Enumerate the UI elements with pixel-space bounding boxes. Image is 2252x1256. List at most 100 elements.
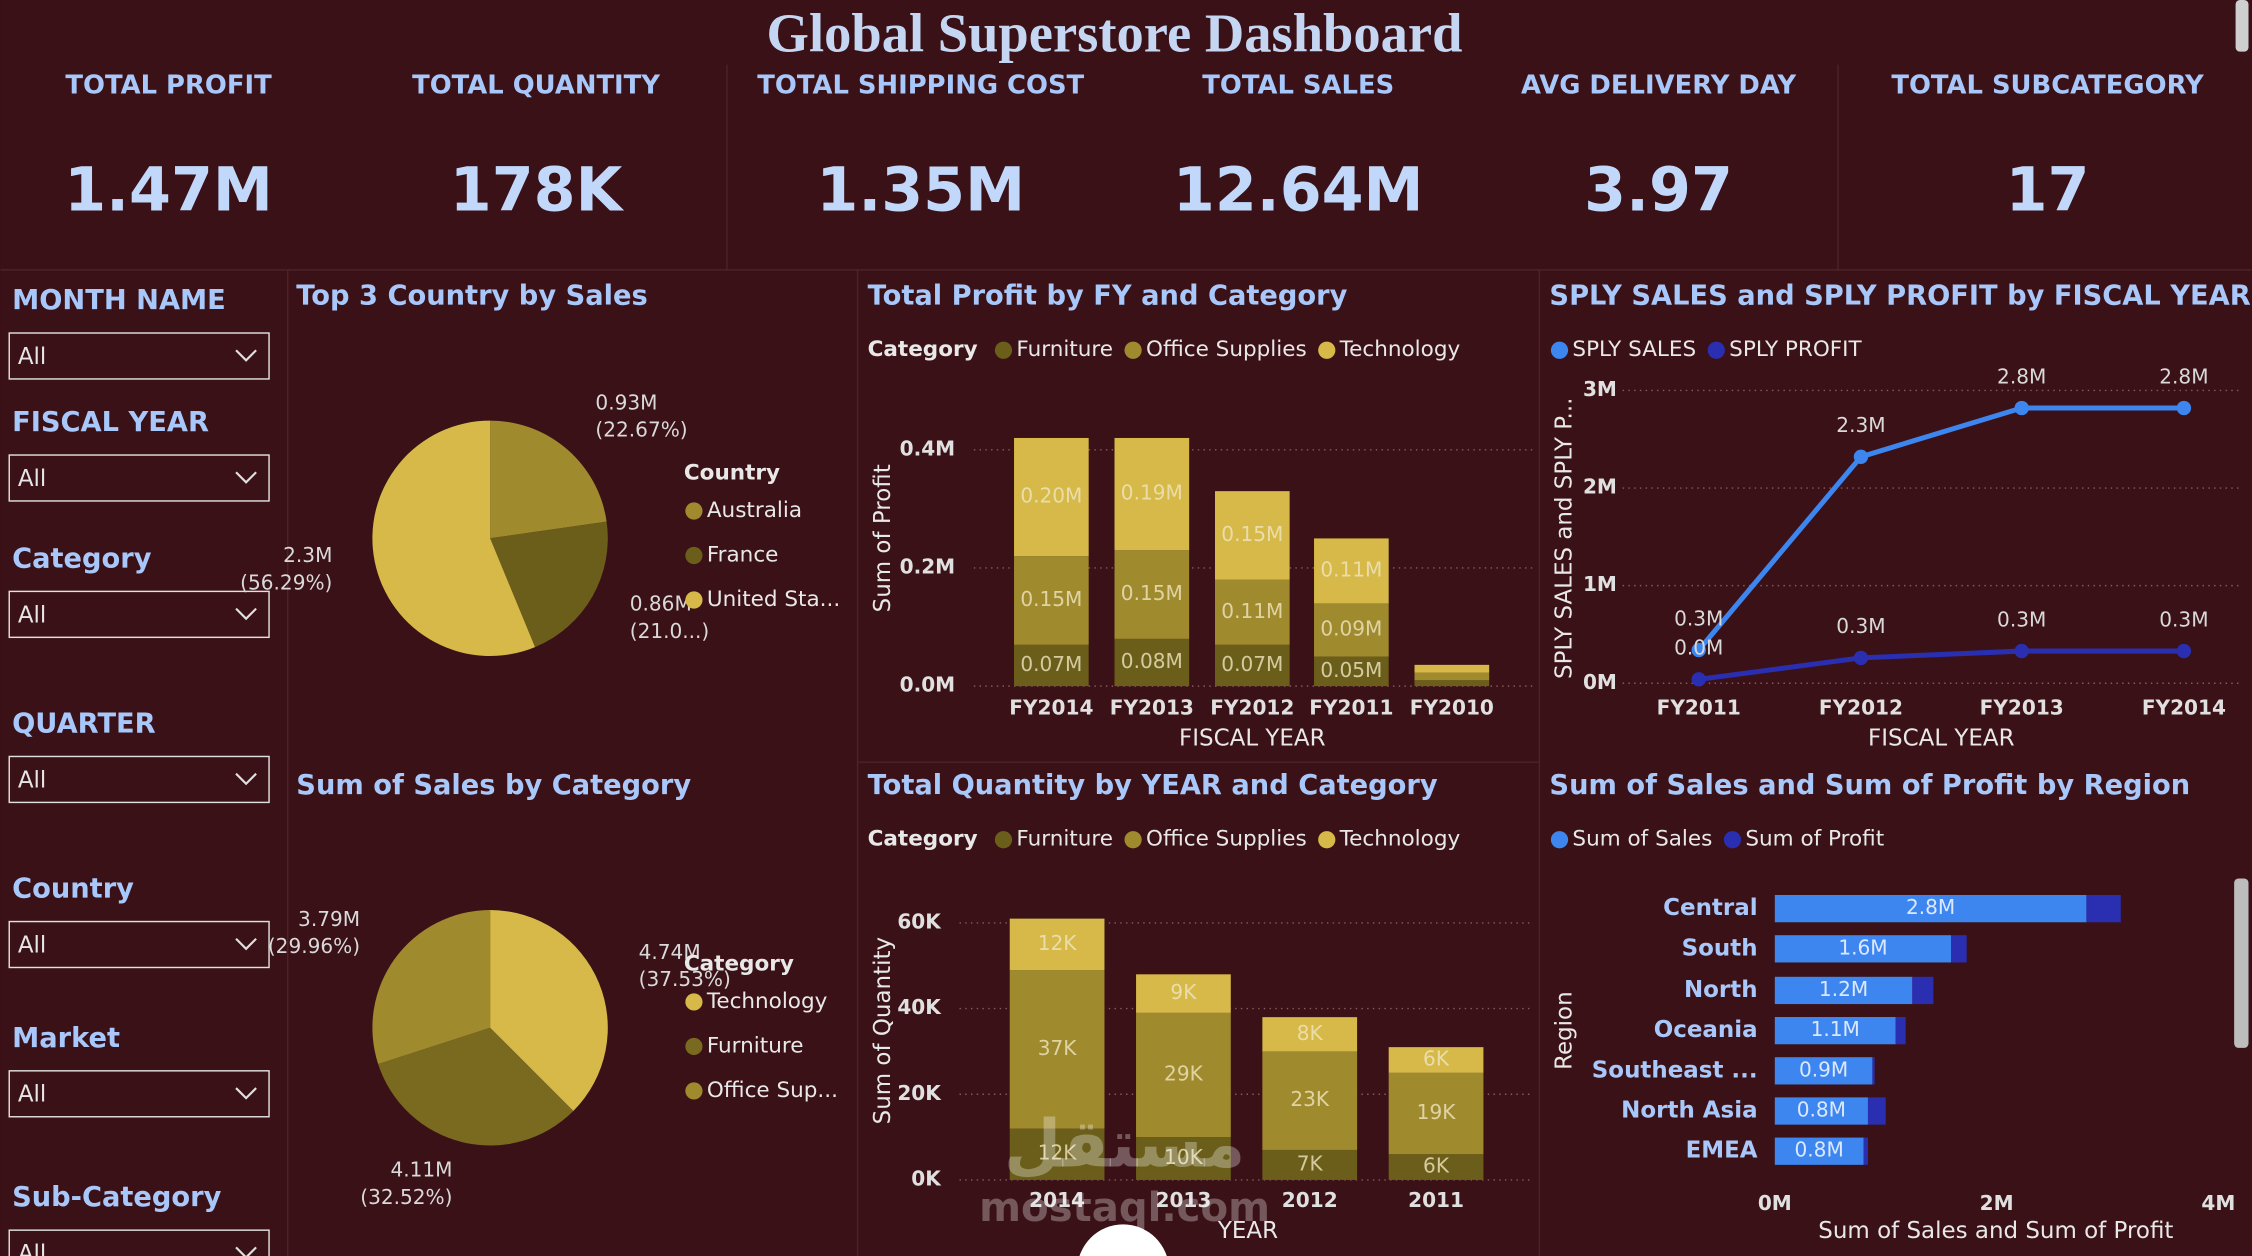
pie-value-label: 4.11M: [390, 1158, 452, 1182]
point-label: 0.3M: [1836, 614, 1885, 638]
x-tick-label: FY2011: [1309, 696, 1393, 720]
kpi-value: 178K: [450, 155, 625, 225]
bar-value-label: 0.15M: [1020, 587, 1082, 611]
pie-percent-label: (32.52%): [360, 1185, 452, 1209]
pie-value-label: 0.93M: [595, 390, 657, 414]
bar-segment: [1314, 538, 1389, 604]
legend-marker: [1318, 831, 1336, 849]
legend-marker: [1318, 341, 1336, 359]
line-point: [2176, 400, 2192, 416]
bar-value-label: 0.19M: [1121, 481, 1183, 505]
bar-segment: [1136, 1012, 1231, 1138]
bar-segment: [1014, 437, 1089, 557]
bar-value-label: 0.9M: [1799, 1057, 1848, 1081]
legend-marker: [994, 831, 1013, 849]
legend-label: Furniture: [1016, 827, 1113, 852]
dropdown-box: [8, 454, 270, 502]
x-tick-label: FY2014: [2142, 696, 2226, 720]
dropdown-value: All: [18, 602, 46, 628]
pie-percent-label: (21.0...): [630, 619, 710, 643]
bar-value-label: 0.11M: [1320, 557, 1382, 581]
bar-segment: [1388, 1154, 1484, 1180]
pie-value-label: 0.86M: [630, 592, 692, 616]
bar-value-label: 6K: [1423, 1154, 1450, 1178]
bar-value-label: 12K: [1038, 1141, 1078, 1165]
pie-slice: [372, 420, 536, 656]
scrollbar[interactable]: [2234, 878, 2249, 1048]
bar-segment: [1262, 1017, 1358, 1052]
bar-segment: [1863, 1137, 1868, 1165]
dropdown-box: [8, 590, 270, 639]
filter-dropdown[interactable]: All: [8, 920, 270, 969]
x-tick-label: FY2011: [1657, 696, 1741, 720]
filter-dropdown[interactable]: All: [8, 755, 270, 804]
scrollbar[interactable]: [2235, 0, 2249, 52]
bar-segment: [1009, 970, 1105, 1129]
legend-marker: [1124, 341, 1142, 359]
bar-segment: [1009, 1128, 1105, 1180]
legend-title: Category: [684, 952, 794, 977]
dropdown-box: [8, 755, 270, 804]
chevron: [235, 772, 257, 786]
x-tick-label: 2012: [1282, 1188, 1338, 1212]
bar-value-label: 0.11M: [1221, 599, 1283, 623]
bar-value-label: 0.15M: [1221, 522, 1283, 546]
point-label: 0.0M: [1674, 636, 1723, 660]
kpi-value: 1.35M: [816, 155, 1025, 225]
pie-value-label: 4.74M: [639, 940, 701, 964]
filter-dropdown[interactable]: All: [8, 332, 270, 380]
bar-value-label: 12K: [1038, 931, 1078, 955]
bar-segment: [1872, 1057, 1875, 1085]
legend-marker: [685, 1082, 703, 1100]
pie-percent-label: (29.96%): [268, 934, 360, 958]
bar-value-label: 0.07M: [1020, 652, 1082, 676]
x-tick-label: FY2010: [1410, 696, 1494, 720]
pie-percent-label: (37.53%): [639, 967, 731, 991]
kpi-label: TOTAL PROFIT: [65, 71, 272, 101]
kpi-value: 3.97: [1584, 155, 1733, 225]
watermark: mostaql.com: [979, 1185, 1270, 1231]
kpi-value: 17: [2006, 155, 2090, 225]
chart-title: Sum of Sales and Sum of Profit by Region: [1549, 770, 2190, 801]
legend-marker: [1124, 831, 1142, 849]
bar-segment: [1214, 579, 1290, 645]
dropdown-value: All: [18, 344, 46, 370]
bar-value-label: 37K: [1038, 1036, 1078, 1060]
point-label: 2.8M: [1997, 364, 2046, 388]
point-label: 0.3M: [1674, 606, 1723, 630]
legend-marker: [1707, 341, 1725, 359]
kpi-label: TOTAL SHIPPING COST: [757, 71, 1084, 101]
filter-dropdown[interactable]: All: [8, 454, 270, 502]
y-tick-label: 60K: [897, 909, 942, 933]
legend-label: Office Supplies: [1146, 337, 1307, 362]
y-tick-label: 3M: [1583, 377, 1617, 401]
dropdown-value: All: [18, 1241, 46, 1256]
chevron: [235, 349, 257, 362]
chart-title: Total Quantity by YEAR and Category: [868, 770, 1438, 801]
bar-segment: [1414, 672, 1490, 681]
bar-value-label: 10K: [1164, 1145, 1204, 1169]
legend-marker: [685, 591, 703, 609]
bar-segment: [1314, 656, 1389, 687]
chevron: [235, 471, 257, 484]
x-tick-label: FY2012: [1210, 696, 1294, 720]
dropdown-value: All: [18, 932, 46, 958]
bar-value-label: 2.8M: [1906, 895, 1955, 919]
legend-title: Country: [684, 461, 780, 486]
line-point: [1691, 672, 1706, 687]
bar-segment: [1114, 437, 1190, 551]
filter-dropdown[interactable]: All: [8, 1070, 270, 1118]
pie-value-label: 2.3M: [283, 543, 332, 567]
filter-dropdown[interactable]: All: [8, 590, 270, 639]
legend-label: SPLY PROFIT: [1729, 337, 1862, 362]
category-label: Central: [1663, 895, 1757, 921]
bar-value-label: 0.8M: [1797, 1098, 1846, 1122]
x-tick-label: 2011: [1408, 1188, 1464, 1212]
x-axis-title: YEAR: [1217, 1218, 1278, 1244]
y-tick-label: 0K: [911, 1166, 942, 1190]
bar-segment: [1774, 1097, 1868, 1125]
bar-segment: [1214, 491, 1290, 580]
filter-dropdown[interactable]: All: [8, 1229, 270, 1256]
bar-segment: [1014, 644, 1089, 687]
